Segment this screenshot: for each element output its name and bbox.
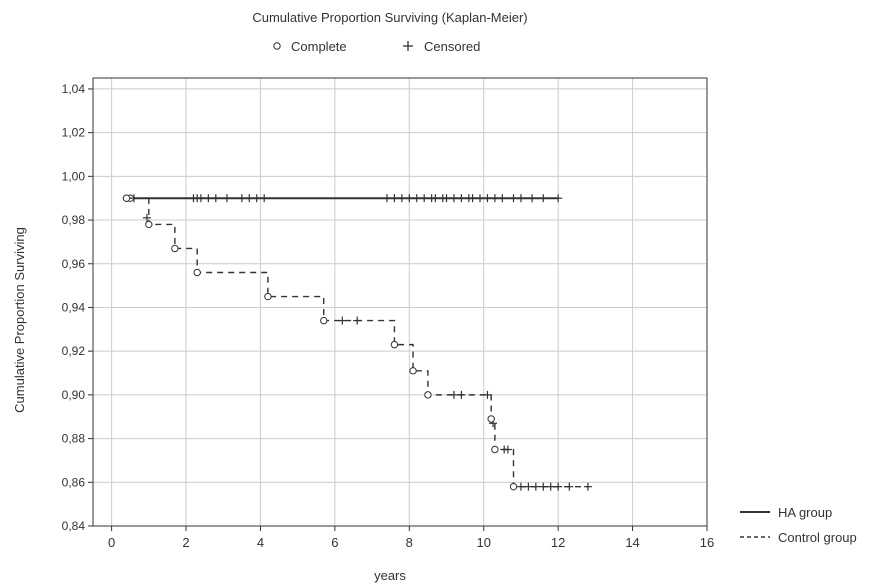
control-complete-mark (424, 391, 432, 399)
series-ha-group (122, 194, 563, 203)
control-complete-mark (264, 292, 272, 301)
marker-legend-complete-label: Complete (291, 39, 347, 54)
marker-legend: Complete Censored (273, 39, 480, 54)
control-complete-mark (390, 340, 399, 349)
control-complete-mark (409, 367, 417, 375)
control-censored-mark (583, 482, 592, 491)
y-tick-label: 0,98 (62, 213, 86, 227)
series-layer (122, 194, 592, 491)
ha-censored-mark (211, 194, 220, 203)
x-tick-label: 12 (551, 535, 565, 550)
control-censored-mark (546, 482, 555, 491)
ha-censored-mark (516, 194, 525, 203)
ha-censored-mark (476, 194, 485, 203)
ha-censored-mark (196, 194, 205, 203)
y-tick-label: 0,92 (62, 344, 86, 358)
ha-censored-mark (237, 194, 246, 203)
ha-censored-mark (468, 194, 477, 203)
x-axis-label: years (374, 568, 406, 583)
control-complete-mark (320, 316, 328, 325)
control-censored-mark (483, 390, 492, 399)
control-censored-mark (524, 482, 533, 491)
y-tick-label: 0,84 (62, 519, 86, 533)
ha-censored-mark (539, 194, 548, 203)
ha-censored-mark (252, 194, 261, 203)
control-censored-mark (531, 482, 540, 491)
x-tick-label: 8 (406, 535, 413, 550)
control-censored-mark (353, 316, 362, 325)
control-complete-mark (145, 220, 153, 229)
x-tick-label: 4 (257, 535, 264, 550)
x-tick-label: 2 (182, 535, 189, 550)
x-tick-label: 0 (108, 535, 115, 550)
plot-area-frame (92, 77, 708, 527)
ha-censored-mark (431, 194, 440, 203)
ha-censored-mark (554, 194, 563, 203)
y-axis-label: Cumulative Proportion Surviving (12, 227, 27, 413)
series-control-group (122, 194, 592, 491)
control-complete-mark (171, 244, 179, 253)
y-tick-label: 0,90 (62, 388, 86, 402)
control-complete-mark (509, 482, 518, 491)
complete-marker-icon (273, 42, 281, 50)
ha-censored-mark (457, 194, 466, 203)
y-tick-label: 1,04 (62, 82, 86, 96)
legend-label-control: Control group (778, 530, 857, 545)
ha-censored-mark (449, 194, 458, 203)
control-censored-mark (503, 445, 512, 454)
ha-censored-mark (442, 194, 451, 203)
marker-legend-censored-label: Censored (424, 39, 480, 54)
control-censored-mark (554, 482, 563, 491)
y-tick-label: 1,02 (62, 126, 86, 140)
legend-label-ha: HA group (778, 505, 832, 520)
ha-censored-mark (260, 194, 269, 203)
ha-censored-mark (490, 194, 499, 203)
control-survival-line (126, 197, 588, 488)
ha-censored-mark (245, 194, 254, 203)
control-complete-mark (122, 194, 131, 202)
ha-censored-mark (498, 194, 507, 203)
ha-censored-mark (382, 194, 391, 203)
grid (93, 78, 708, 527)
x-tick-label: 16 (700, 535, 714, 550)
y-axis: 0,84 0,86 0,88 0,90 0,92 0,94 0,96 0,98 1,00 1,02… (62, 82, 93, 533)
ha-censored-mark (412, 194, 421, 203)
x-tick-label: 6 (331, 535, 338, 550)
control-censored-mark (565, 482, 574, 491)
ha-censored-mark (528, 194, 537, 203)
y-tick-label: 0,94 (62, 300, 86, 314)
ha-censored-mark (509, 194, 518, 203)
y-tick-label: 0,88 (62, 432, 86, 446)
control-censored-mark (142, 213, 151, 222)
control-complete-mark (491, 445, 499, 454)
x-tick-label: 10 (476, 535, 490, 550)
ha-censored-mark (390, 194, 399, 203)
control-censored-mark (449, 390, 458, 399)
control-complete-mark (193, 268, 201, 277)
ha-censored-mark (405, 194, 414, 203)
control-censored-mark (539, 482, 548, 491)
ha-censored-mark (222, 194, 231, 203)
x-tick-label: 14 (625, 535, 639, 550)
series-legend: HA group Control group (740, 505, 857, 545)
control-censored-mark (457, 390, 466, 399)
y-tick-label: 0,86 (62, 475, 86, 489)
control-censored-mark (516, 482, 525, 491)
y-tick-label: 0,96 (62, 257, 86, 271)
y-tick-label: 1,00 (62, 169, 86, 183)
ha-censored-mark (420, 194, 429, 203)
ha-censored-mark (483, 194, 492, 203)
chart-title: Cumulative Proportion Surviving (Kaplan-… (252, 10, 527, 25)
ha-censored-mark (204, 194, 213, 203)
control-censored-mark (338, 316, 347, 325)
ha-censored-mark (397, 194, 406, 203)
x-axis: 0 2 4 6 8 10 12 14 16 (108, 526, 714, 550)
control-complete-mark (487, 415, 495, 423)
